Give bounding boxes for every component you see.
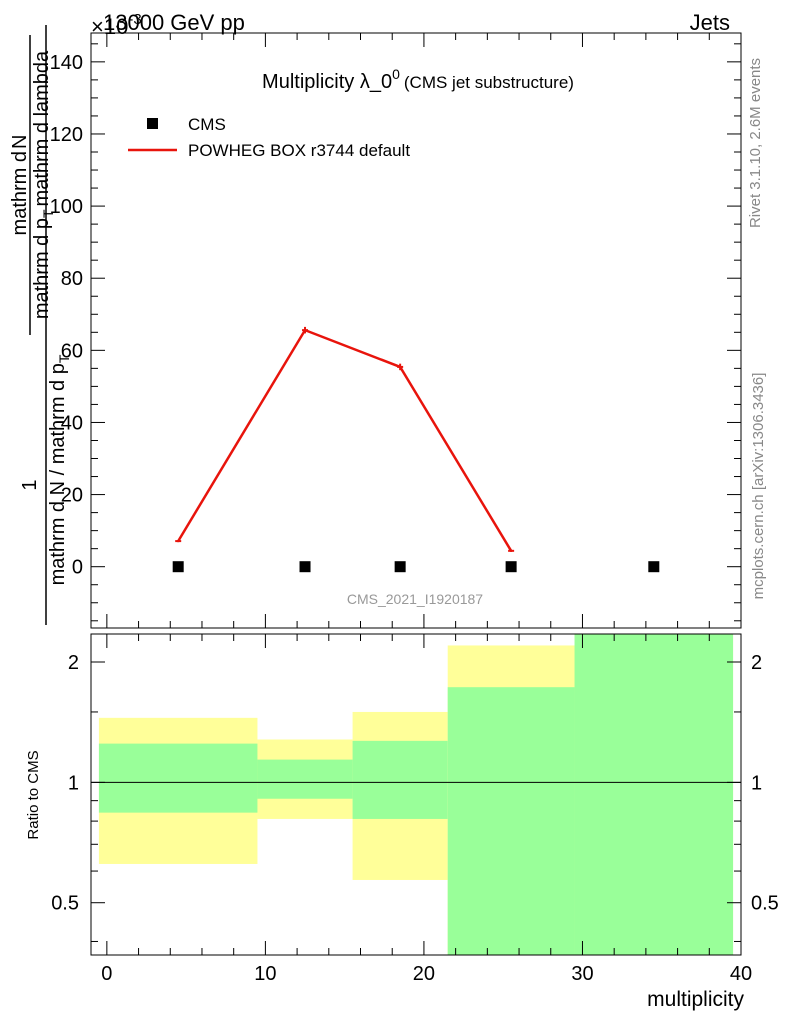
rivet-version-label: Rivet 3.1.10, 2.6M events: [747, 58, 764, 228]
ratio-band-green-0: [98, 743, 258, 813]
main-ytick-label: 0: [72, 557, 83, 579]
main-ytick-label: 80: [61, 268, 83, 290]
ratio-ytick-label: 2: [68, 652, 79, 674]
main-frame: [90, 32, 742, 629]
cms-data-point: [648, 561, 660, 573]
series-layer: [172, 326, 660, 573]
x-tick-label: 0: [101, 963, 112, 985]
ratio-band-green-4: [574, 634, 734, 955]
ratio-frame: [90, 633, 742, 956]
ratio-ytick-label: 1: [68, 772, 79, 794]
ratio-ytick-label-right: 0.5: [751, 893, 779, 915]
process-label: Jets: [690, 10, 730, 35]
cms-data-point: [394, 561, 406, 573]
ratio-ytick-label-right: 1: [751, 772, 762, 794]
main-y-axis-label-frac-bottom: mathrm d pTmathrm d lambda: [31, 50, 56, 319]
mcplots-label: mcplots.cern.ch [arXiv:1306.3436]: [750, 373, 767, 600]
ratio-ytick-label-right: 2: [751, 652, 762, 674]
ratio-band-green-2: [352, 740, 448, 819]
main-y-axis-label-denominator: mathrm d N / mathrm d pT: [47, 354, 72, 585]
x-tick-label: 20: [413, 963, 435, 985]
main-panel-axes: 0 20 40 60 80 100 120 140: [50, 32, 742, 629]
x-tick-label: 40: [730, 963, 752, 985]
analysis-watermark: CMS_2021_I1920187: [347, 591, 483, 607]
ratio-bands: [98, 634, 734, 955]
cms-data-point: [299, 561, 311, 573]
main-ytick-label: 60: [61, 340, 83, 362]
ratio-band-green-3: [447, 687, 575, 955]
main-ytick-label: 40: [61, 412, 83, 434]
main-ytick-label: 100: [50, 196, 83, 218]
main-y-axis-label: 1 1 mathrm d N / mathrm d pT mathrm dN m…: [9, 25, 72, 625]
ratio-panel-axes: 0.5 0.51 12 20 10 20 30 40: [51, 633, 779, 985]
ratio-band-green-1: [257, 759, 353, 799]
main-ytick-label: 20: [61, 485, 83, 507]
legend-cms-label: CMS: [188, 115, 226, 134]
powheg-line: [177, 328, 513, 552]
svg-text:1: 1: [19, 479, 41, 490]
ratio-ytick-label: 0.5: [51, 893, 79, 915]
main-ytick-label: 120: [50, 124, 83, 146]
legend-powheg-label: POWHEG BOX r3744 default: [188, 141, 410, 160]
main-ytick-label: 140: [50, 52, 83, 74]
main-y-axis-label-frac-top: mathrm dN: [9, 135, 31, 236]
x-tick-label: 10: [254, 963, 276, 985]
ratio-y-axis-label: Ratio to CMS: [25, 750, 42, 839]
energy-label: 13000 GeV pp: [103, 10, 245, 35]
legend-cms-marker: [147, 118, 158, 129]
cms-data-point: [505, 561, 517, 573]
x-tick-label: 30: [571, 963, 593, 985]
y-exponent: ×10-3: [91, 11, 142, 39]
x-axis-label: multiplicity: [647, 988, 744, 1011]
plot-title: Multiplicity λ_00 (CMS jet substructure): [262, 66, 574, 93]
cms-data-point: [172, 561, 184, 573]
